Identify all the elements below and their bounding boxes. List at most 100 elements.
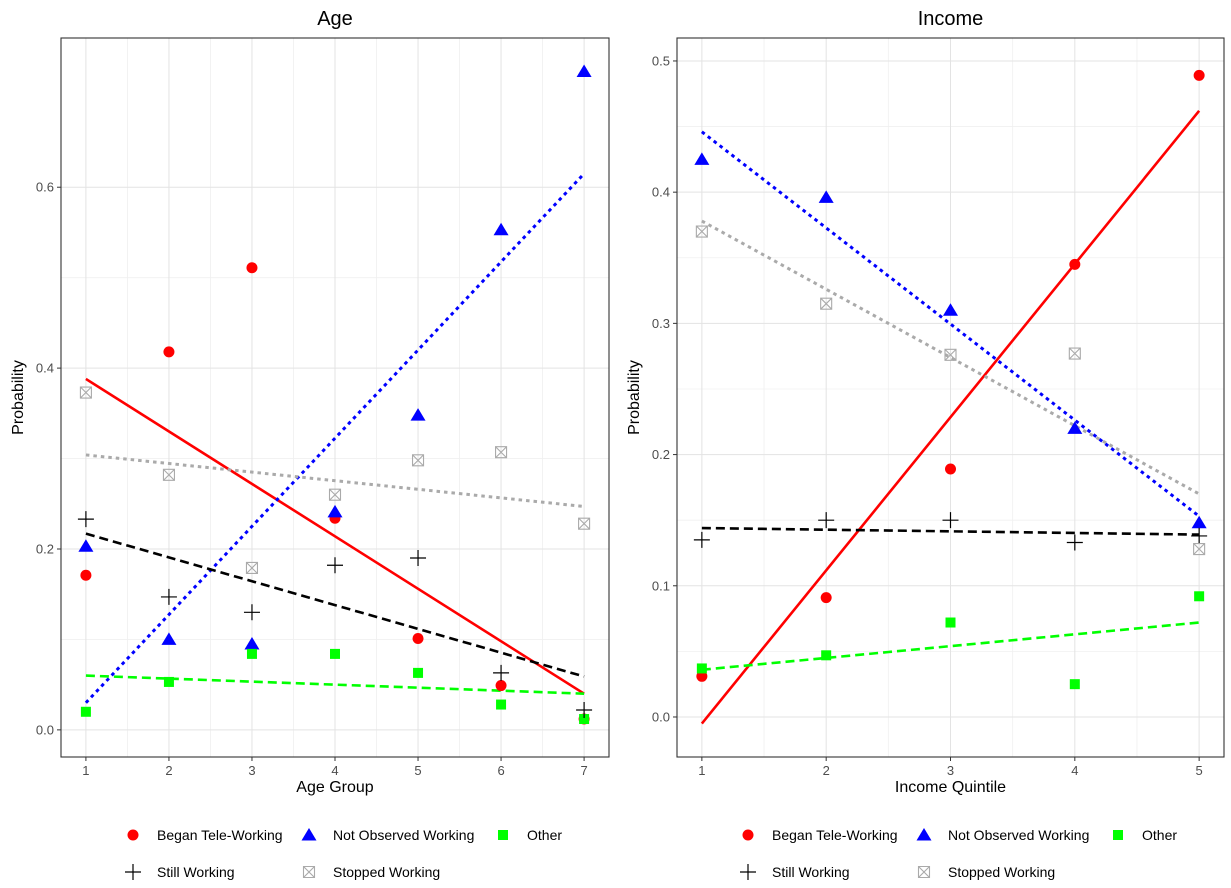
data-point-s1-3 xyxy=(1067,421,1083,434)
data-point-s4-5 xyxy=(495,446,508,459)
trend-line-1 xyxy=(84,172,586,704)
legend-item-0: Began Tele-Working xyxy=(127,827,283,843)
legend-key-0 xyxy=(742,829,754,841)
y-tick-label: 0.5 xyxy=(652,53,670,68)
data-point-s0-2 xyxy=(945,463,956,475)
chart-panel-2: 1 2 3 4 5 0.0 0.1 0.2 0.3 0.4 0.5 Income Income Quin… xyxy=(626,8,1225,880)
data-point-s0-4 xyxy=(412,633,424,645)
data-point-s3-3 xyxy=(327,557,343,574)
data-point-s0-3 xyxy=(1069,258,1081,270)
y-tick-label: 0.2 xyxy=(652,447,670,462)
x-tick-label: 1 xyxy=(698,763,705,778)
legend-item-3: Still Working xyxy=(740,864,850,880)
legend-key-1 xyxy=(916,828,932,841)
data-point-s0-2 xyxy=(246,262,258,274)
data-point-s2-4 xyxy=(413,667,424,678)
legend-label: Still Working xyxy=(157,864,235,880)
trend-line-0 xyxy=(700,109,1201,725)
legend-key-3 xyxy=(740,864,756,880)
x-tick-label: 3 xyxy=(248,763,255,778)
data-point-s3-4 xyxy=(410,550,427,567)
y-tick-label: 0.4 xyxy=(36,361,54,376)
data-point-s4-3 xyxy=(328,488,342,501)
legend-label: Began Tele-Working xyxy=(157,827,283,843)
data-point-s3-5 xyxy=(493,664,510,681)
data-point-s4-1 xyxy=(162,468,175,481)
data-point-s1-1 xyxy=(818,190,834,203)
data-point-s1-3 xyxy=(327,504,343,518)
trend-line-0 xyxy=(85,377,585,695)
data-point-s0-0 xyxy=(696,670,708,682)
legend-item-4: Stopped Working xyxy=(302,864,440,880)
trend-line-4 xyxy=(701,219,1200,496)
data-point-s4-6 xyxy=(578,517,591,530)
data-point-s4-0 xyxy=(695,225,708,238)
x-tick-label: 2 xyxy=(165,763,172,778)
data-point-s4-2 xyxy=(944,348,957,361)
y-tick-label: 0.4 xyxy=(652,185,670,200)
legend: Began Tele-Working Not Observed Working Ot… xyxy=(740,827,1177,880)
legend-key-2 xyxy=(498,830,508,840)
legend-key-2 xyxy=(1113,830,1123,840)
data-point-s3-0 xyxy=(77,511,94,528)
trend-line-3 xyxy=(701,526,1200,536)
data-point-s2-1 xyxy=(163,676,174,687)
data-point-s2-0 xyxy=(696,663,707,674)
chart-panel-1: 1 2 3 4 5 6 7 0.0 0.2 0.4 0.6 Age Age Group Probabili… xyxy=(10,8,610,880)
data-point-s2-4 xyxy=(1194,591,1205,602)
data-point-s4-4 xyxy=(1193,542,1206,556)
legend-label: Other xyxy=(1142,827,1177,843)
legend-item-1: Not Observed Working xyxy=(916,827,1089,843)
legend-label: Stopped Working xyxy=(948,864,1055,880)
data-point-s4-1 xyxy=(820,297,833,310)
data-point-s3-1 xyxy=(160,588,177,605)
data-point-s1-0 xyxy=(78,539,94,552)
trend-line-3 xyxy=(85,532,585,678)
data-point-s1-2 xyxy=(244,636,260,650)
data-point-s2-3 xyxy=(1069,679,1080,690)
x-axis-label: Income Quintile xyxy=(895,779,1006,796)
data-point-s3-1 xyxy=(818,512,835,529)
x-tick-label: 4 xyxy=(331,763,338,778)
data-point-s3-6 xyxy=(576,701,593,718)
legend-key-1 xyxy=(301,828,317,841)
x-tick-label: 7 xyxy=(580,763,587,778)
data-point-s1-1 xyxy=(161,632,177,645)
legend-item-4: Stopped Working xyxy=(917,864,1055,880)
data-point-s2-6 xyxy=(579,714,590,725)
legend-item-2: Other xyxy=(1113,827,1177,843)
x-tick-label: 5 xyxy=(1196,763,1203,778)
trend-line-4 xyxy=(85,453,585,508)
data-point-s0-1 xyxy=(820,592,832,604)
x-tick-label: 6 xyxy=(497,763,504,778)
data-point-s3-0 xyxy=(693,531,710,548)
data-point-s0-4 xyxy=(1193,69,1205,81)
data-point-s3-2 xyxy=(243,604,260,621)
legend-label: Not Observed Working xyxy=(333,827,474,843)
chart-title: Age xyxy=(317,8,353,30)
data-point-s2-1 xyxy=(821,650,832,661)
legend-key-3 xyxy=(125,864,141,880)
data-point-s4-2 xyxy=(245,561,259,575)
data-point-s2-2 xyxy=(246,648,257,659)
data-point-s1-2 xyxy=(943,303,958,316)
legend-label: Other xyxy=(527,827,562,843)
y-tick-label: 0.0 xyxy=(36,722,54,737)
legend-label: Stopped Working xyxy=(333,864,440,880)
x-tick-label: 1 xyxy=(82,763,89,778)
data-point-s0-0 xyxy=(80,569,92,581)
legend-item-1: Not Observed Working xyxy=(301,827,474,843)
x-tick-label: 3 xyxy=(947,763,954,778)
data-point-s3-4 xyxy=(1191,527,1208,544)
data-point-s0-1 xyxy=(163,346,175,358)
data-point-s1-0 xyxy=(694,152,710,165)
y-axis-label: Probability xyxy=(10,360,27,435)
x-axis-label: Age Group xyxy=(296,779,373,796)
legend-item-2: Other xyxy=(498,827,562,843)
x-tick-label: 5 xyxy=(414,763,421,778)
data-point-s2-5 xyxy=(496,699,507,710)
data-point-s1-4 xyxy=(1191,515,1207,529)
legend-label: Began Tele-Working xyxy=(772,827,898,843)
data-point-s2-2 xyxy=(945,617,956,628)
